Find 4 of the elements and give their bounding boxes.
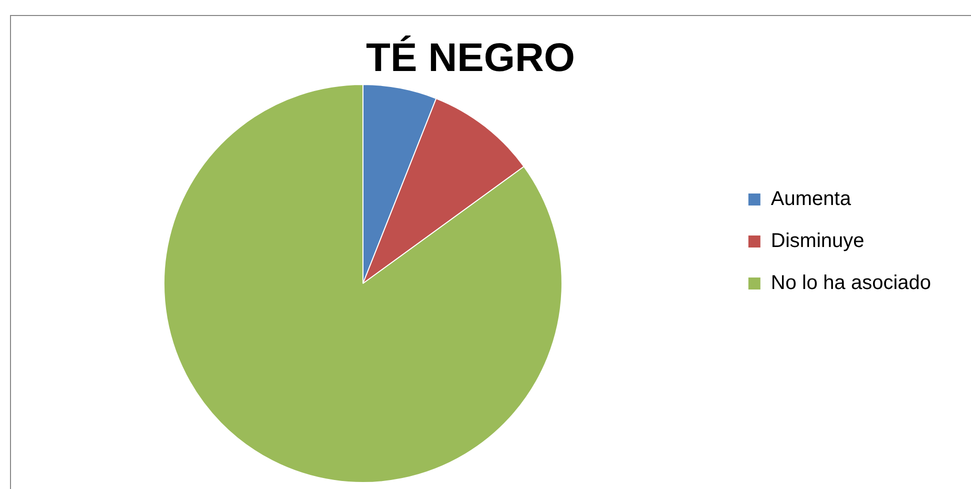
- legend-label: Disminuye: [770, 230, 864, 252]
- legend-label: Aumenta: [770, 188, 852, 210]
- legend-label: No lo ha asociado: [770, 272, 931, 294]
- chart-title: TÉ NEGRO: [366, 35, 575, 80]
